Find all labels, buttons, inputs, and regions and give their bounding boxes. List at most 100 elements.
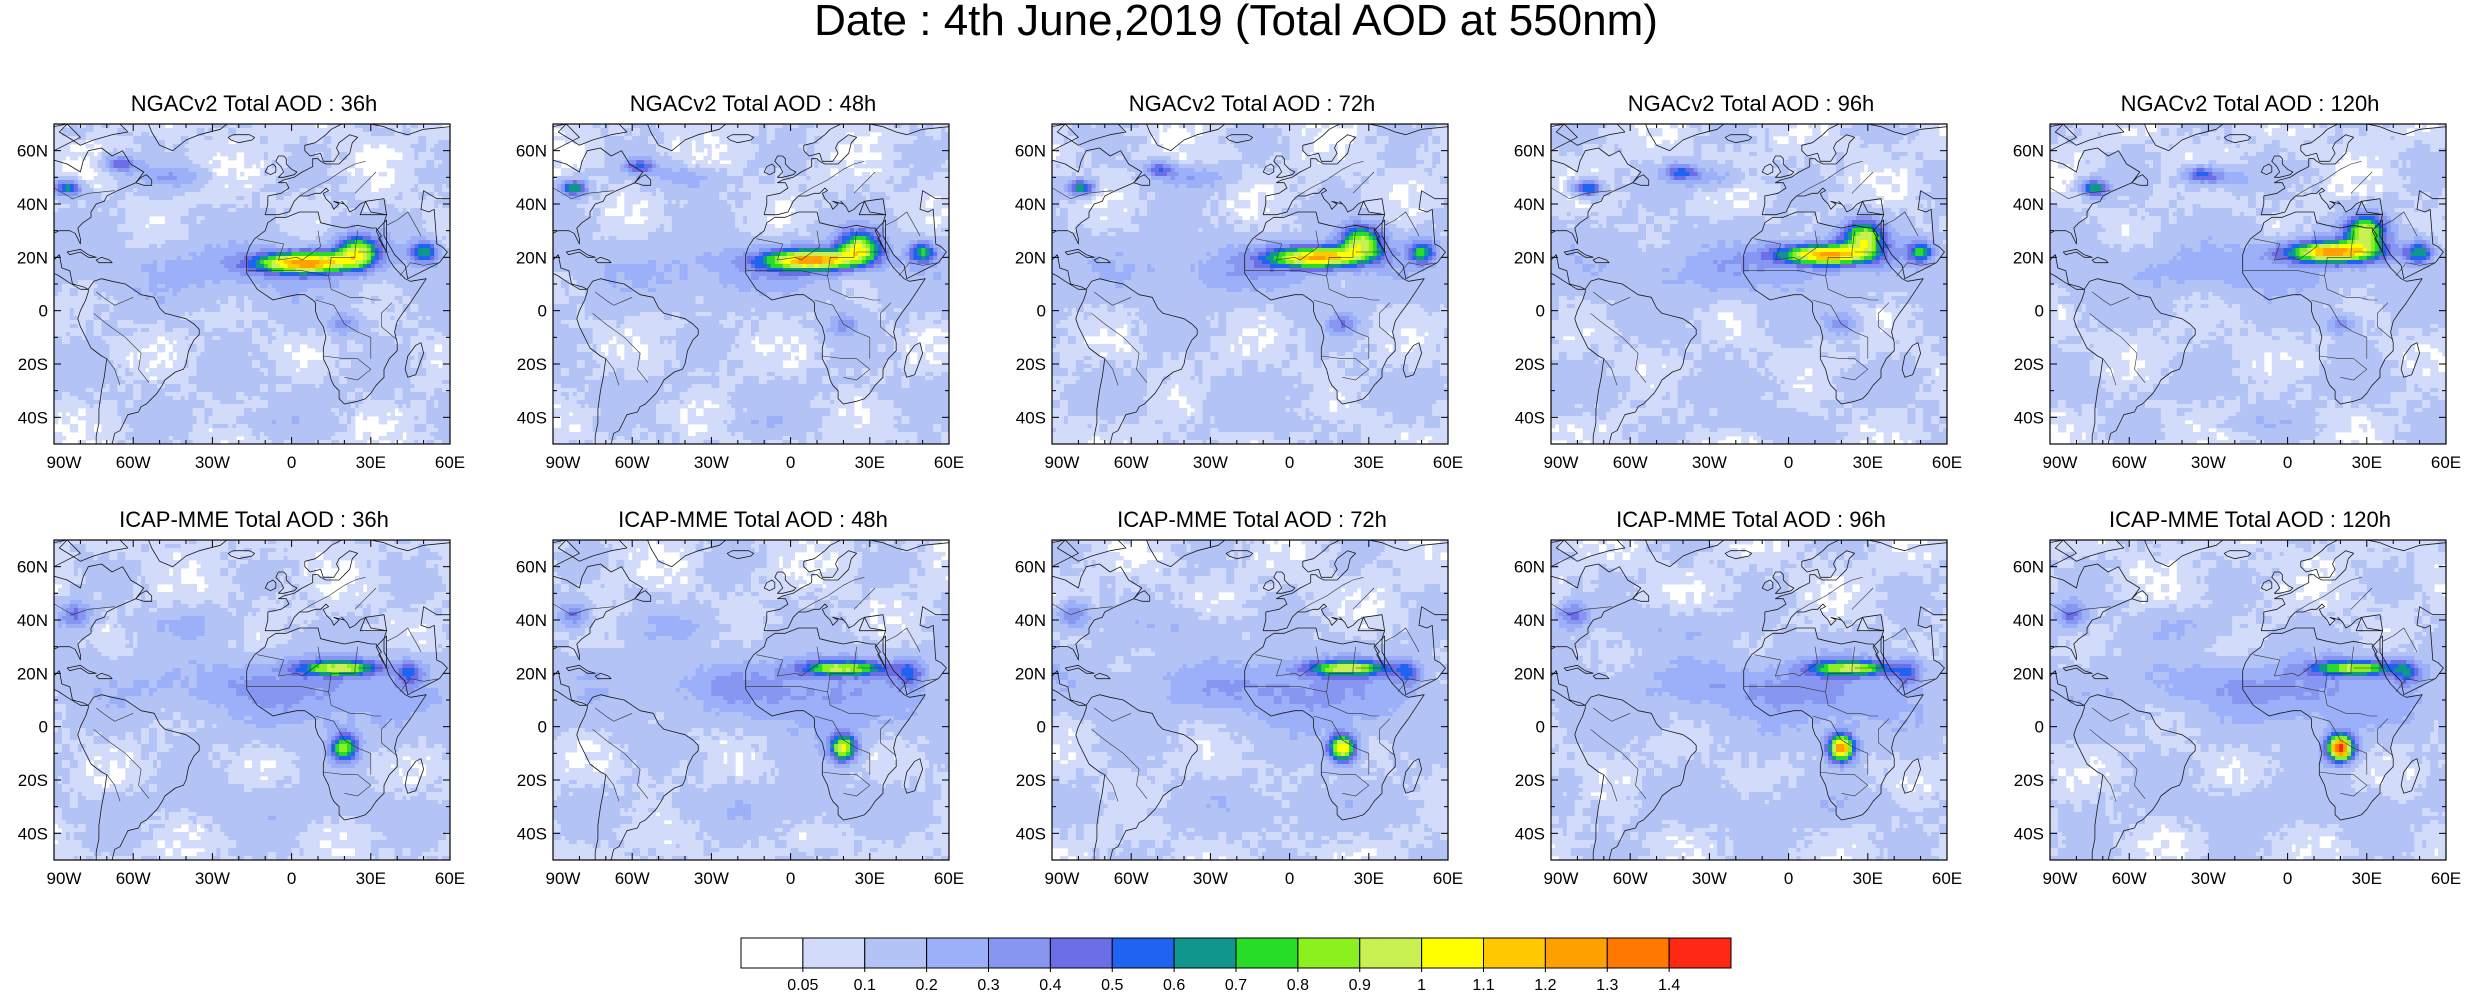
aod-cell bbox=[149, 304, 153, 308]
aod-cell bbox=[339, 240, 343, 244]
aod-cell bbox=[212, 296, 216, 300]
aod-cell bbox=[98, 220, 102, 224]
aod-cell bbox=[197, 160, 201, 164]
aod-cell bbox=[149, 136, 153, 140]
aod-cell bbox=[66, 320, 70, 324]
aod-cell bbox=[224, 132, 228, 136]
aod-cell bbox=[434, 328, 438, 332]
aod-cell bbox=[442, 128, 446, 132]
aod-cell bbox=[189, 264, 193, 268]
aod-cell bbox=[141, 264, 145, 268]
aod-cell bbox=[129, 220, 133, 224]
aod-cell bbox=[414, 192, 418, 196]
aod-cell bbox=[173, 320, 177, 324]
aod-cell bbox=[347, 308, 351, 312]
aod-cell bbox=[177, 212, 181, 216]
aod-cell bbox=[414, 316, 418, 320]
aod-cell bbox=[216, 144, 220, 148]
aod-cell bbox=[256, 316, 260, 320]
aod-cell bbox=[224, 316, 228, 320]
aod-cell bbox=[98, 192, 102, 196]
aod-cell bbox=[66, 172, 70, 176]
aod-cell bbox=[208, 256, 212, 260]
aod-cell bbox=[149, 196, 153, 200]
aod-cell bbox=[141, 216, 145, 220]
aod-cell bbox=[220, 252, 224, 256]
aod-cell bbox=[117, 224, 121, 228]
aod-cell bbox=[106, 264, 110, 268]
aod-cell bbox=[94, 308, 98, 312]
aod-cell bbox=[236, 192, 240, 196]
aod-cell bbox=[304, 308, 308, 312]
aod-cell bbox=[256, 304, 260, 308]
aod-cell bbox=[300, 132, 304, 136]
aod-cell bbox=[94, 304, 98, 308]
aod-cell bbox=[327, 168, 331, 172]
aod-cell bbox=[434, 316, 438, 320]
aod-cell bbox=[252, 148, 256, 152]
aod-cell bbox=[375, 128, 379, 132]
aod-cell bbox=[201, 212, 205, 216]
aod-cell bbox=[410, 320, 414, 324]
aod-cell bbox=[157, 164, 161, 168]
aod-cell bbox=[430, 204, 434, 208]
aod-cell bbox=[161, 184, 165, 188]
aod-cell bbox=[244, 296, 248, 300]
aod-cell bbox=[78, 296, 82, 300]
aod-cell bbox=[367, 284, 371, 288]
aod-cell bbox=[422, 320, 426, 324]
aod-cell bbox=[82, 184, 86, 188]
aod-cell bbox=[343, 220, 347, 224]
aod-cell bbox=[181, 200, 185, 204]
aod-cell bbox=[363, 176, 367, 180]
aod-cell bbox=[351, 176, 355, 180]
aod-cell bbox=[212, 172, 216, 176]
aod-cell bbox=[268, 260, 272, 264]
aod-cell bbox=[323, 248, 327, 252]
aod-cell bbox=[185, 292, 189, 296]
aod-cell bbox=[212, 196, 216, 200]
aod-cell bbox=[141, 240, 145, 244]
aod-cell bbox=[331, 168, 335, 172]
aod-cell bbox=[276, 200, 280, 204]
aod-cell bbox=[189, 324, 193, 328]
aod-cell bbox=[106, 236, 110, 240]
aod-cell bbox=[113, 156, 117, 160]
aod-cell bbox=[165, 212, 169, 216]
aod-cell bbox=[58, 180, 62, 184]
aod-cell bbox=[58, 312, 62, 316]
aod-cell bbox=[410, 180, 414, 184]
aod-cell bbox=[331, 296, 335, 300]
aod-cell bbox=[256, 124, 260, 128]
aod-cell bbox=[149, 244, 153, 248]
aod-cell bbox=[117, 180, 121, 184]
aod-cell bbox=[141, 268, 145, 272]
aod-cell bbox=[70, 300, 74, 304]
aod-cell bbox=[430, 140, 434, 144]
aod-cell bbox=[327, 156, 331, 160]
aod-cell bbox=[339, 268, 343, 272]
aod-cell bbox=[292, 240, 296, 244]
aod-cell bbox=[331, 328, 335, 332]
aod-cell bbox=[359, 328, 363, 332]
aod-cell bbox=[335, 180, 339, 184]
aod-cell bbox=[280, 236, 284, 240]
aod-cell bbox=[62, 312, 66, 316]
aod-cell bbox=[307, 224, 311, 228]
aod-cell bbox=[359, 320, 363, 324]
aod-cell bbox=[256, 128, 260, 132]
aod-cell bbox=[426, 164, 430, 168]
aod-cell bbox=[343, 216, 347, 220]
aod-cell bbox=[272, 260, 276, 264]
aod-cell bbox=[109, 216, 113, 220]
aod-cell bbox=[379, 300, 383, 304]
aod-cell bbox=[208, 288, 212, 292]
aod-cell bbox=[82, 136, 86, 140]
aod-cell bbox=[410, 316, 414, 320]
aod-cell bbox=[129, 216, 133, 220]
aod-cell bbox=[236, 212, 240, 216]
aod-cell bbox=[367, 184, 371, 188]
aod-cell bbox=[438, 252, 442, 256]
aod-cell bbox=[343, 260, 347, 264]
aod-cell bbox=[165, 184, 169, 188]
